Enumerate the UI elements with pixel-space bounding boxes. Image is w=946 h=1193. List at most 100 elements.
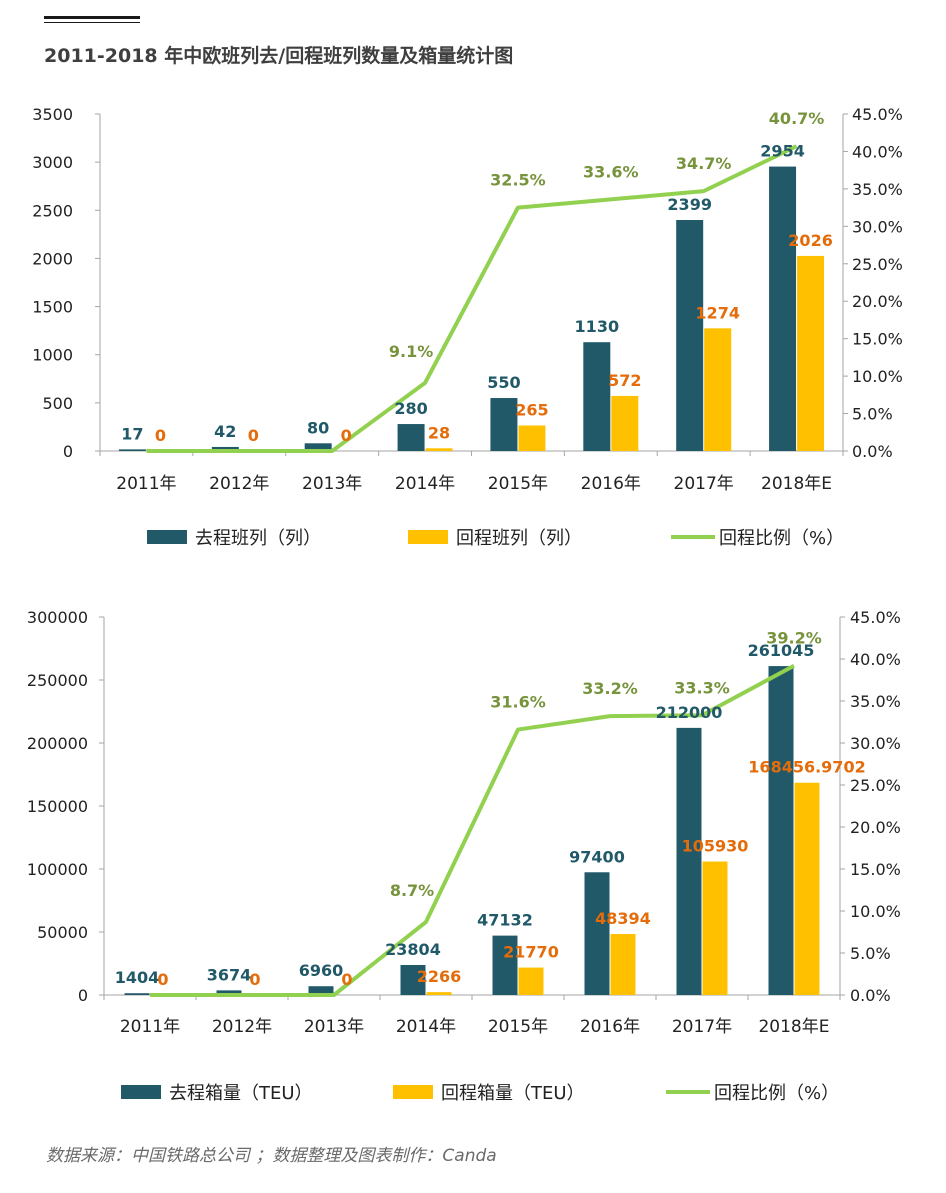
y-tick-label-left: 2500 xyxy=(32,201,73,220)
x-tick-label: 2013年 xyxy=(302,474,362,494)
legend-swatch xyxy=(121,1085,161,1099)
legend-label: 回程比例（%） xyxy=(714,1083,839,1104)
data-label-outbound: 261045 xyxy=(748,641,815,660)
y-tick-label-left: 3000 xyxy=(32,153,73,172)
data-label-ratio: 34.7% xyxy=(676,154,732,173)
bar-outbound xyxy=(397,424,425,451)
y-tick-label-left: 3500 xyxy=(32,105,73,124)
bar-return xyxy=(518,967,544,995)
x-tick-label: 2017年 xyxy=(672,1017,732,1037)
data-label-return: 572 xyxy=(608,371,641,390)
legend-swatch xyxy=(408,530,448,544)
data-label-ratio: 31.6% xyxy=(490,693,546,712)
train-count-chart: 0 500 1000 1500 2000 2500 3000 3500 0.0% 5.0% 10.0… xyxy=(32,105,903,549)
data-label-outbound: 97400 xyxy=(569,847,625,866)
bar-outbound xyxy=(400,965,426,995)
bar-outbound xyxy=(118,449,146,451)
y-tick-label-right: 20.0% xyxy=(850,818,901,837)
container-volume-chart: 0 50000 100000 150000 200000 250000 300000 0.0%… xyxy=(27,608,901,1104)
bar-return xyxy=(610,934,636,995)
bar-outbound xyxy=(492,935,518,995)
bar-return xyxy=(611,395,639,451)
y-tick-label-right: 35.0% xyxy=(850,692,901,711)
y-tick-label-right: 45.0% xyxy=(850,608,901,627)
bar-outbound xyxy=(676,220,704,451)
y-tick-label-left: 50000 xyxy=(37,923,88,942)
source-note: 数据来源：中国铁路总公司 ；数据整理及图表制作：Canda xyxy=(46,1146,497,1166)
bar-outbound xyxy=(124,993,150,995)
y-tick-label-right: 25.0% xyxy=(852,255,903,274)
data-label-return: 0 xyxy=(341,426,352,445)
x-tick-label: 2012年 xyxy=(212,1017,272,1037)
y-tick-label-right: 5.0% xyxy=(850,944,891,963)
y-tick-label-right: 30.0% xyxy=(852,217,903,236)
bar-return xyxy=(702,861,728,995)
y-tick-label-left: 500 xyxy=(42,394,73,413)
data-label-return: 21770 xyxy=(503,943,559,962)
y-tick-label-left: 2000 xyxy=(32,249,73,268)
bar-outbound xyxy=(676,727,702,995)
y-tick-label-right: 25.0% xyxy=(850,776,901,795)
legend-label: 回程箱量（TEU） xyxy=(441,1083,585,1104)
legend-label: 去程箱量（TEU） xyxy=(169,1083,313,1104)
y-tick-label-right: 40.0% xyxy=(852,142,903,161)
x-tick-label: 2016年 xyxy=(580,1017,640,1037)
data-label-return: 28 xyxy=(428,423,450,442)
data-label-ratio: 39.2% xyxy=(766,629,822,648)
title-rule-thick xyxy=(44,16,140,19)
bar-outbound xyxy=(308,986,334,995)
y-tick-label-left: 0 xyxy=(63,442,73,461)
page-title: 2011-2018 年中欧班列去/回程班列数量及箱量统计图 xyxy=(44,45,514,67)
data-label-return: 0 xyxy=(249,970,260,989)
bar-return xyxy=(426,992,452,995)
x-tick-label: 2011年 xyxy=(116,474,176,494)
legend-label: 回程班列（列） xyxy=(456,528,582,549)
data-label-return: 0 xyxy=(248,426,259,445)
bar-outbound xyxy=(769,166,797,451)
bar-outbound xyxy=(216,990,242,995)
bar-outbound xyxy=(490,398,518,451)
data-label-outbound: 2399 xyxy=(667,195,712,214)
bar-outbound xyxy=(768,666,794,995)
data-label-outbound: 42 xyxy=(214,422,236,441)
data-label-ratio: 33.3% xyxy=(674,678,730,697)
data-label-ratio: 8.7% xyxy=(390,881,434,900)
y-tick-label-right: 10.0% xyxy=(850,902,901,921)
y-tick-label-right: 40.0% xyxy=(850,650,901,669)
data-label-return: 1274 xyxy=(695,303,740,322)
data-label-ratio: 9.1% xyxy=(389,342,433,361)
bar-return xyxy=(518,425,546,451)
y-tick-label-left: 300000 xyxy=(27,608,88,627)
data-label-ratio: 33.6% xyxy=(583,162,639,181)
y-tick-label-right: 20.0% xyxy=(852,292,903,311)
bar-outbound xyxy=(584,872,610,995)
data-label-return: 2026 xyxy=(788,231,833,250)
data-label-outbound: 17 xyxy=(121,424,143,443)
data-label-outbound: 80 xyxy=(307,418,329,437)
data-label-return: 105930 xyxy=(682,837,749,856)
legend-label: 去程班列（列） xyxy=(195,528,321,549)
x-tick-label: 2018年E xyxy=(758,1017,829,1037)
data-label-return: 2266 xyxy=(417,967,462,986)
bar-outbound xyxy=(211,446,239,451)
bar-outbound xyxy=(583,342,611,451)
legend-label: 回程比例（%） xyxy=(719,528,844,549)
y-tick-label-left: 0 xyxy=(78,986,88,1005)
ratio-line xyxy=(146,144,798,453)
y-tick-label-left: 200000 xyxy=(27,734,88,753)
legend-swatch xyxy=(147,530,187,544)
x-tick-label: 2014年 xyxy=(395,474,455,494)
bar-return xyxy=(704,328,732,451)
bar-return xyxy=(797,255,825,451)
data-label-outbound: 550 xyxy=(487,373,520,392)
y-tick-label-left: 250000 xyxy=(27,671,88,690)
data-label-outbound: 280 xyxy=(394,399,427,418)
data-label-outbound: 1130 xyxy=(575,317,620,336)
x-tick-label: 2013年 xyxy=(304,1017,364,1037)
y-tick-label-right: 15.0% xyxy=(850,860,901,879)
y-tick-label-right: 5.0% xyxy=(852,405,893,424)
bar-return xyxy=(794,782,820,995)
y-tick-label-right: 30.0% xyxy=(850,734,901,753)
title-rule-thin xyxy=(44,22,140,23)
y-tick-label-right: 10.0% xyxy=(852,367,903,386)
